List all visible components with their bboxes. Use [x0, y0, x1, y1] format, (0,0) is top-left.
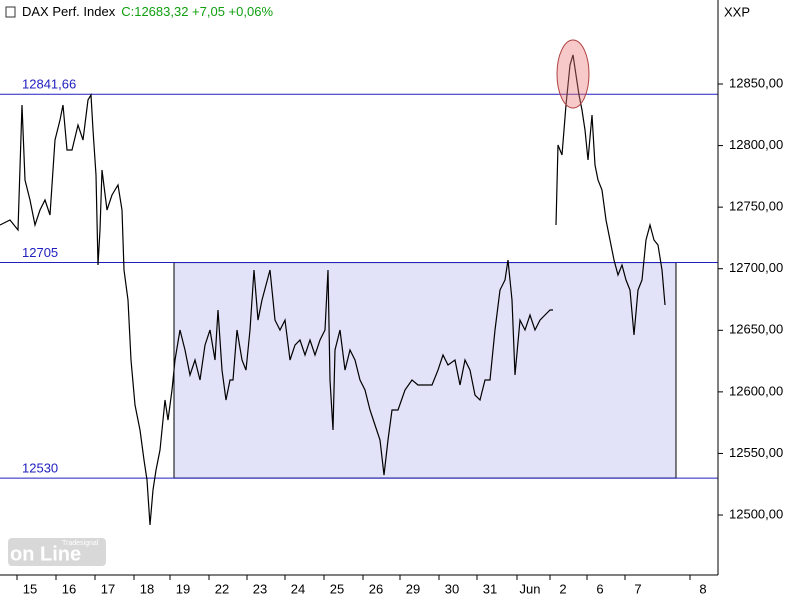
- range-zone: [173, 262, 677, 479]
- price-line: [0, 54, 666, 526]
- header: DAX Perf. Index C:12683,32 +7,05 +0,06%: [22, 4, 273, 19]
- y-tick-label: 12500,00: [729, 506, 783, 521]
- x-tick-label: 2: [559, 581, 566, 596]
- y-tick-label: 12700,00: [729, 260, 783, 275]
- level-label: 12530: [22, 461, 58, 476]
- chart-title: DAX Perf. Index: [22, 4, 116, 19]
- x-tick-label: 16: [62, 581, 76, 596]
- y-tick-label: 12750,00: [729, 199, 783, 214]
- x-tick-label: 25: [330, 581, 344, 596]
- logo-box: [8, 538, 106, 566]
- y-tick-label: 12850,00: [729, 75, 783, 90]
- x-tick-label: 17: [101, 581, 115, 596]
- x-tick-label: 29: [406, 581, 420, 596]
- plot-area: 12841,66 12705 12530 12500,00 12550,00 12600,…: [0, 0, 783, 596]
- x-tick-label: 30: [445, 581, 459, 596]
- x-tick-label: 31: [483, 581, 497, 596]
- x-tick-label: 7: [634, 581, 641, 596]
- level-label: 12705: [22, 245, 58, 260]
- quote: C:12683,32 +7,05 +0,06%: [121, 4, 273, 19]
- x-tick-label: Jun: [520, 581, 541, 596]
- y-tick-label: 12550,00: [729, 445, 783, 460]
- x-tick-label: 19: [176, 581, 190, 596]
- header-icon: [5, 6, 16, 18]
- logo-text: on: [10, 543, 34, 565]
- level-label: 12841,66: [22, 77, 76, 92]
- x-tick-label: 18: [140, 581, 154, 596]
- logo-text: Line: [40, 543, 81, 565]
- x-tick-label: 22: [215, 581, 229, 596]
- x-tick-label: 15: [23, 581, 37, 596]
- x-tick-label: 23: [253, 581, 267, 596]
- x-tick-label: 26: [369, 581, 383, 596]
- logo-brand: Tradesignal: [62, 540, 99, 547]
- x-tick-label: 24: [291, 581, 305, 596]
- x-tick-label: 6: [596, 581, 603, 596]
- axis-label: XXP: [724, 4, 750, 19]
- highlight: [556, 39, 590, 109]
- x-tick-label: 8: [699, 581, 706, 596]
- y-tick-label: 12600,00: [729, 383, 783, 398]
- y-tick-label: 12650,00: [729, 322, 783, 337]
- logo: on Line Tradesignal: [8, 538, 106, 566]
- y-tick-label: 12800,00: [729, 137, 783, 152]
